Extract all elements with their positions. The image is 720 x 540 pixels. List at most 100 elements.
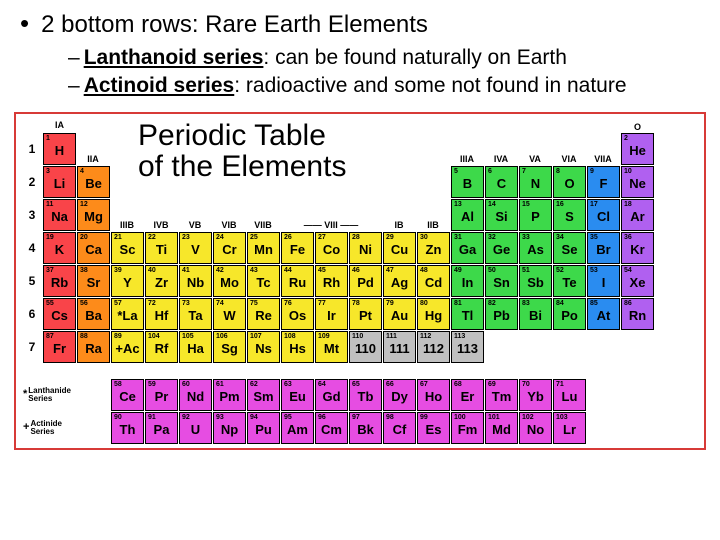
period-4: 4 xyxy=(22,232,42,264)
element-U: 92U xyxy=(179,412,212,444)
element-Ru: 44Ru xyxy=(281,265,314,297)
period-6: 6 xyxy=(22,298,42,330)
element-Rh: 45Rh xyxy=(315,265,348,297)
element-Na: 11Na xyxy=(43,199,76,231)
element-Hs: 108Hs xyxy=(281,331,314,363)
sub-bullet-1: –Lanthanoid series: can be found natural… xyxy=(68,45,700,71)
element-Tb: 65Tb xyxy=(349,379,382,411)
element-Hg: 80Hg xyxy=(417,298,450,330)
element-Y: 39Y xyxy=(111,265,144,297)
group-VA: VA xyxy=(519,153,551,165)
group-IB: IB xyxy=(383,219,415,231)
group-IIIA: IIIA xyxy=(451,153,483,165)
element-Sb: 51Sb xyxy=(519,265,552,297)
element-C: 6C xyxy=(485,166,518,198)
element-K: 19K xyxy=(43,232,76,264)
element-110: 110110 xyxy=(349,331,382,363)
element-Kr: 36Kr xyxy=(621,232,654,264)
element-Pd: 46Pd xyxy=(349,265,382,297)
element-Tm: 69Tm xyxy=(485,379,518,411)
element-Sc: 21Sc xyxy=(111,232,144,264)
element-Mn: 25Mn xyxy=(247,232,280,264)
element-P: 15P xyxy=(519,199,552,231)
element-Li: 3Li xyxy=(43,166,76,198)
element-H: 1H xyxy=(43,133,76,165)
group-O: O xyxy=(621,118,654,132)
element-F: 9F xyxy=(587,166,620,198)
period-7: 7 xyxy=(22,331,42,363)
element-No: 102No xyxy=(519,412,552,444)
element-Cd: 48Cd xyxy=(417,265,450,297)
element-Es: 99Es xyxy=(417,412,450,444)
element-Fm: 100Fm xyxy=(451,412,484,444)
element-O: 8O xyxy=(553,166,586,198)
slide-content: 2 bottom rows: Rare Earth Elements –Lant… xyxy=(0,0,720,106)
periodic-table: Periodic Tableof the Elements IAO1234567… xyxy=(18,116,702,446)
element-Sn: 50Sn xyxy=(485,265,518,297)
element-Ho: 67Ho xyxy=(417,379,450,411)
actinide-label: +Actinide Series xyxy=(22,412,110,444)
element-Md: 101Md xyxy=(485,412,518,444)
element-Mo: 42Mo xyxy=(213,265,246,297)
element-Gd: 64Gd xyxy=(315,379,348,411)
element-As: 33As xyxy=(519,232,552,264)
element-Cm: 96Cm xyxy=(315,412,348,444)
element-Lu: 71Lu xyxy=(553,379,586,411)
element-Th: 90Th xyxy=(111,412,144,444)
element-Ns: 107Ns xyxy=(247,331,280,363)
group-IIA: IIA xyxy=(77,153,109,165)
element-Nd: 60Nd xyxy=(179,379,212,411)
element-Re: 75Re xyxy=(247,298,280,330)
element-S: 16S xyxy=(553,199,586,231)
group-IIIB: IIIB xyxy=(111,219,143,231)
element-Ca: 20Ca xyxy=(77,232,110,264)
element-Ar: 18Ar xyxy=(621,199,654,231)
group-VIA: VIA xyxy=(553,153,585,165)
element-113: 113113 xyxy=(451,331,484,363)
element-Ti: 22Ti xyxy=(145,232,178,264)
element-Au: 79Au xyxy=(383,298,416,330)
element-Cr: 24Cr xyxy=(213,232,246,264)
element-He: 2He xyxy=(621,133,654,165)
element-Co: 27Co xyxy=(315,232,348,264)
element-Sg: 106Sg xyxy=(213,331,246,363)
element-Pu: 94Pu xyxy=(247,412,280,444)
element-Tl: 81Tl xyxy=(451,298,484,330)
element-Be: 4Be xyxy=(77,166,110,198)
sub-bullet-2: –Actinoid series: radioactive and some n… xyxy=(68,73,700,99)
element-112: 112112 xyxy=(417,331,450,363)
element-Np: 93Np xyxy=(213,412,246,444)
periodic-table-frame: Periodic Tableof the Elements IAO1234567… xyxy=(14,112,706,450)
element-Zn: 30Zn xyxy=(417,232,450,264)
element-W: 74W xyxy=(213,298,246,330)
element-Xe: 54Xe xyxy=(621,265,654,297)
element-N: 7N xyxy=(519,166,552,198)
group-VB: VB xyxy=(179,219,211,231)
element-I: 53I xyxy=(587,265,620,297)
element-Pb: 82Pb xyxy=(485,298,518,330)
element-*La: 57*La xyxy=(111,298,144,330)
element-Al: 13Al xyxy=(451,199,484,231)
element-Rf: 104Rf xyxy=(145,331,178,363)
element-Cl: 17Cl xyxy=(587,199,620,231)
element-Pm: 61Pm xyxy=(213,379,246,411)
main-bullet: 2 bottom rows: Rare Earth Elements xyxy=(20,8,700,39)
element-Pr: 59Pr xyxy=(145,379,178,411)
element-Lr: 103Lr xyxy=(553,412,586,444)
element-Tc: 43Tc xyxy=(247,265,280,297)
element-Pa: 91Pa xyxy=(145,412,178,444)
element-Mg: 12Mg xyxy=(77,199,110,231)
element-Bi: 83Bi xyxy=(519,298,552,330)
element-Eu: 63Eu xyxy=(281,379,314,411)
element-Os: 76Os xyxy=(281,298,314,330)
element-V: 23V xyxy=(179,232,212,264)
element-Cf: 98Cf xyxy=(383,412,416,444)
element-B: 5B xyxy=(451,166,484,198)
element-Cu: 29Cu xyxy=(383,232,416,264)
element-+Ac: 89+Ac xyxy=(111,331,144,363)
element-Br: 35Br xyxy=(587,232,620,264)
element-Ni: 28Ni xyxy=(349,232,382,264)
element-Yb: 70Yb xyxy=(519,379,552,411)
element-Dy: 66Dy xyxy=(383,379,416,411)
group-VIII: —— VIII —— xyxy=(281,219,381,231)
